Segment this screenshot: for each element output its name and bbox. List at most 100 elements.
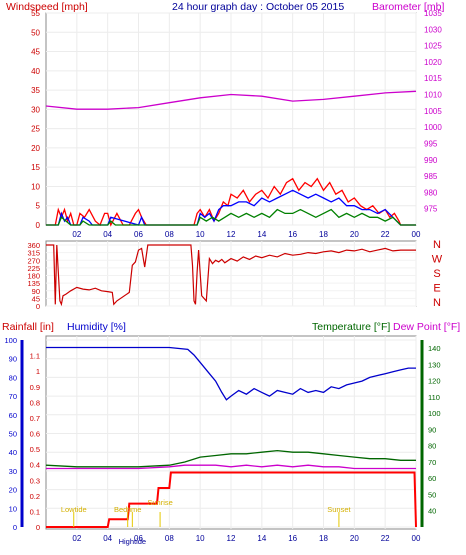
x-tick-label: 22	[381, 230, 390, 239]
compass-label: S	[433, 268, 440, 280]
y-tick-label-direction: 45	[32, 294, 40, 303]
barometer-label: Barometer [mb]	[372, 1, 444, 13]
y-tick-label-barometer: 1005	[424, 107, 442, 116]
dewpoint-label: Dew Point [°F]	[393, 321, 460, 333]
x-tick-label: 18	[319, 534, 328, 543]
y-tick-label-temperature: 40	[428, 507, 436, 516]
x-tick-label: 12	[227, 534, 236, 543]
y-tick-label-temperature: 90	[428, 425, 436, 434]
x-tick-label: 08	[165, 534, 174, 543]
x-tick-label: 00	[412, 534, 421, 543]
y-tick-label-humidity: 50	[9, 430, 17, 439]
y-tick-label-barometer: 995	[424, 139, 438, 148]
event-label: Bedtime	[114, 505, 142, 514]
y-tick-label-direction: 180	[27, 272, 40, 281]
y-tick-label-rainfall: 0	[36, 523, 40, 532]
y-tick-label-humidity: 100	[4, 336, 17, 345]
y-tick-label-barometer: 1015	[424, 74, 442, 83]
series-temperature	[45, 449, 416, 468]
y-tick-label-temperature: 140	[428, 344, 441, 353]
x-tick-label: 18	[319, 230, 328, 239]
y-tick-label-humidity: 60	[9, 411, 17, 420]
x-tick-label: 06	[134, 534, 143, 543]
y-tick-label-rainfall: 0.6	[30, 430, 40, 439]
y-tick-label-temperature: 60	[428, 474, 436, 483]
y-tick-label-windspeed: 40	[31, 67, 40, 76]
y-tick-label-direction: 225	[27, 264, 40, 273]
x-tick-label: 04	[103, 534, 112, 543]
y-tick-label-barometer: 1000	[424, 123, 442, 132]
y-tick-label-humidity: 80	[9, 373, 17, 382]
y-tick-label-windspeed: 35	[31, 86, 40, 95]
y-tick-label-temperature: 120	[428, 377, 441, 386]
x-tick-label: 08	[165, 230, 174, 239]
series-humidity	[46, 346, 416, 401]
y-tick-label-rainfall: 0.3	[30, 476, 40, 485]
compass-label: W	[432, 254, 443, 266]
y-tick-label-windspeed: 15	[31, 163, 40, 172]
y-tick-label-barometer: 980	[424, 188, 438, 197]
y-tick-label-rainfall: 0.9	[30, 383, 40, 392]
x-tick-label: 14	[257, 534, 266, 543]
y-tick-label-windspeed: 55	[31, 9, 40, 18]
compass-label: N	[433, 297, 441, 309]
compass-label: E	[433, 283, 440, 295]
y-tick-label-temperature: 130	[428, 360, 441, 369]
x-tick-label: 06	[134, 230, 143, 239]
series-average	[46, 208, 416, 226]
y-tick-label-windspeed: 25	[31, 125, 40, 134]
y-tick-label-windspeed: 10	[31, 182, 40, 191]
x-tick-label: 02	[72, 534, 81, 543]
y-tick-label-barometer: 1030	[424, 25, 442, 34]
y-tick-label-rainfall: 0.1	[30, 507, 40, 516]
x-tick-label: 16	[288, 230, 297, 239]
x-tick-label: 10	[196, 534, 205, 543]
y-tick-label-rainfall: 0.2	[30, 492, 40, 501]
y-tick-label-humidity: 0	[13, 523, 17, 532]
x-tick-label: 10	[196, 230, 205, 239]
y-tick-label-barometer: 990	[424, 156, 438, 165]
x-tick-label: 22	[381, 534, 390, 543]
event-label: Sunset	[327, 505, 351, 514]
y-tick-label-windspeed: 30	[31, 105, 40, 114]
event-label: Sunrise	[147, 498, 172, 507]
y-tick-label-humidity: 70	[9, 392, 17, 401]
y-tick-label-direction: 0	[36, 302, 40, 311]
y-tick-label-temperature: 80	[428, 442, 436, 451]
series-dew-point	[46, 464, 416, 470]
series-rainfall	[46, 471, 417, 528]
series-gust	[46, 189, 416, 226]
y-tick-label-rainfall: 0.5	[30, 445, 40, 454]
y-tick-label-temperature: 100	[428, 409, 441, 418]
y-tick-label-direction: 315	[27, 249, 40, 258]
x-tick-label: 04	[103, 230, 112, 239]
y-tick-label-direction: 270	[27, 256, 40, 265]
x-tick-label: 14	[257, 230, 266, 239]
y-tick-label-temperature: 70	[428, 458, 436, 467]
x-tick-label: 00	[412, 230, 421, 239]
y-tick-label-barometer: 975	[424, 205, 438, 214]
y-tick-label-direction: 360	[27, 241, 40, 250]
x-tick-label: 20	[350, 230, 359, 239]
y-tick-label-barometer: 985	[424, 172, 438, 181]
y-tick-label-windspeed: 45	[31, 48, 40, 57]
y-tick-label-rainfall: 1	[36, 367, 40, 376]
y-tick-label-humidity: 90	[9, 355, 17, 364]
y-tick-label-rainfall: 0.7	[30, 414, 40, 423]
y-tick-label-humidity: 30	[9, 467, 17, 476]
rainfall-label: Rainfall [in]	[2, 321, 54, 333]
x-tick-label: 20	[350, 534, 359, 543]
y-tick-label-windspeed: 20	[31, 144, 40, 153]
temperature-label: Temperature [°F]	[312, 321, 390, 333]
y-tick-label-barometer: 1010	[424, 91, 442, 100]
y-tick-label-rainfall: 0.8	[30, 398, 40, 407]
y-tick-label-barometer: 1035	[424, 9, 442, 18]
y-tick-label-temperature: 110	[428, 393, 440, 402]
y-tick-label-temperature: 50	[428, 490, 436, 499]
y-tick-label-windspeed: 0	[36, 221, 41, 230]
y-tick-label-barometer: 1025	[424, 42, 442, 51]
windspeed-label: Windspeed [mph]	[6, 1, 88, 13]
y-tick-label-humidity: 40	[9, 448, 17, 457]
x-tick-label: 12	[227, 230, 236, 239]
